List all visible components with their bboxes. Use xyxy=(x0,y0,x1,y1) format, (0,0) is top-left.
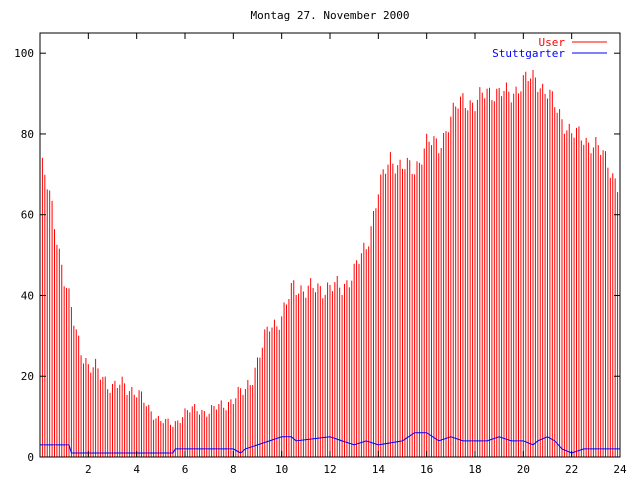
x-tick-label: 12 xyxy=(323,463,336,476)
y-tick-label: 80 xyxy=(21,128,34,141)
y-tick-label: 100 xyxy=(14,47,34,60)
x-tick-label: 6 xyxy=(182,463,189,476)
y-tick-label: 20 xyxy=(21,370,34,383)
stuttgarter-series-line-group xyxy=(40,432,620,454)
x-tick-label: 18 xyxy=(468,463,481,476)
x-tick-label: 22 xyxy=(565,463,578,476)
legend-label: Stuttgarter xyxy=(492,47,565,60)
stuttgarter-series-line xyxy=(40,432,620,454)
y-tick-label: 0 xyxy=(27,451,34,464)
x-tick-label: 2 xyxy=(85,463,92,476)
x-tick-label: 16 xyxy=(420,463,433,476)
y-tick-label: 60 xyxy=(21,209,34,222)
x-tick-label: 10 xyxy=(275,463,288,476)
x-tick-label: 14 xyxy=(372,463,386,476)
legend-label: User xyxy=(539,36,566,49)
chart-title: Montag 27. November 2000 xyxy=(251,9,410,22)
y-tick-label: 40 xyxy=(21,289,34,302)
x-tick-label: 4 xyxy=(133,463,140,476)
user-series-impulses xyxy=(39,70,621,457)
x-tick-label: 24 xyxy=(613,463,627,476)
x-tick-label: 20 xyxy=(517,463,530,476)
x-tick-label: 8 xyxy=(230,463,237,476)
